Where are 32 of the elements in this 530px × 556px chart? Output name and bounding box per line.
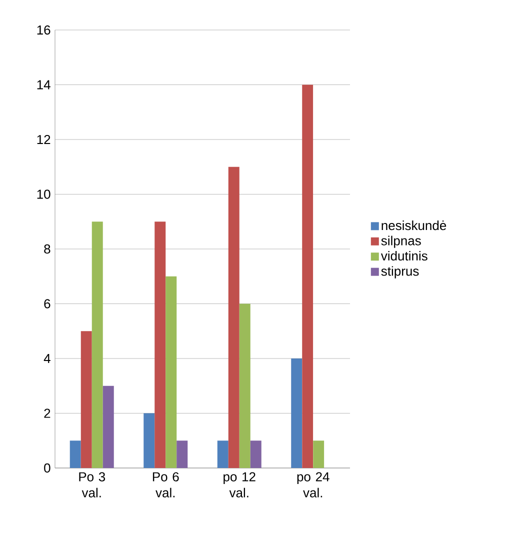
- x-tick-label: po 24 val.: [297, 472, 330, 498]
- y-tick-label: 4: [44, 354, 50, 363]
- legend-label: vidutinis: [380, 250, 428, 261]
- bar: [239, 304, 250, 468]
- x-tick-label: po 12 val.: [224, 472, 256, 498]
- bar: [176, 440, 188, 468]
- bar: [291, 358, 302, 468]
- bar: [228, 166, 240, 468]
- x-tick-label: Po 6 val.: [152, 472, 179, 498]
- y-tick-label: 16: [37, 25, 50, 35]
- bar: [302, 84, 314, 468]
- bar: [313, 440, 324, 468]
- bar: [217, 440, 228, 468]
- bar: [80, 331, 92, 468]
- y-tick-label: 6: [44, 299, 50, 308]
- bar: [154, 222, 166, 468]
- legend-label: stiprus: [381, 266, 419, 278]
- legend-label: silpnas: [381, 236, 421, 248]
- bar: [102, 386, 114, 468]
- bar: [166, 276, 177, 468]
- bar: [70, 440, 81, 468]
- bar: [144, 413, 155, 468]
- y-tick-label: 2: [44, 408, 50, 418]
- bar: [92, 222, 103, 468]
- y-tick-label: 12: [37, 134, 50, 144]
- y-tick-label: 10: [37, 190, 50, 199]
- y-tick-label: 8: [44, 244, 50, 254]
- y-tick-label: 14: [37, 80, 50, 90]
- legend-label: nesiskundė: [382, 220, 446, 230]
- x-tick-label: Po 3 val.: [79, 472, 106, 498]
- bar: [250, 440, 262, 468]
- y-tick-label: 0: [44, 463, 50, 473]
